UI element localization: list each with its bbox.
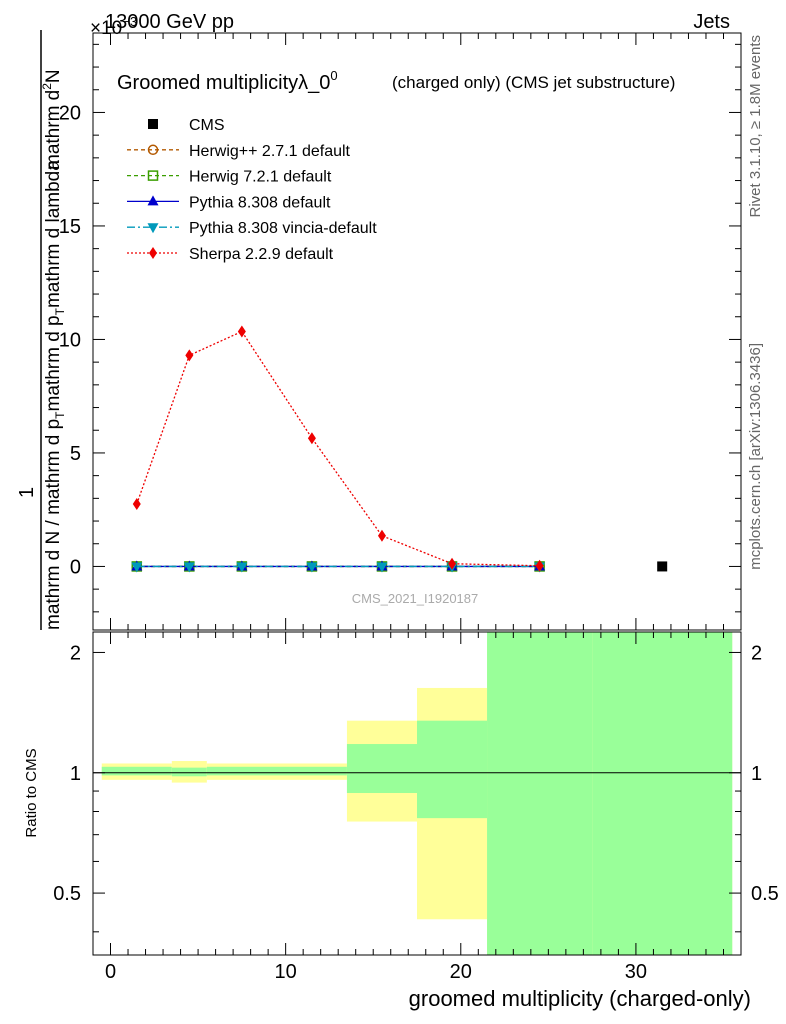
series-line — [136, 330, 540, 567]
series-cms — [657, 561, 668, 572]
y-tick-label: 20 — [59, 102, 81, 124]
chart-subtitle: (charged only) (CMS jet substructure) — [392, 73, 675, 92]
stat-uncertainty-band — [487, 632, 593, 955]
ratio-y-label: Ratio to CMS — [23, 748, 40, 837]
y-tick-label: 5 — [70, 443, 81, 465]
x-tick-label: 30 — [625, 961, 647, 983]
mcplots-label: mcplots.cern.ch [arXiv:1306.3436] — [747, 343, 764, 570]
stat-uncertainty-band — [417, 720, 488, 819]
data-point — [236, 562, 248, 573]
y-label-deriv: mathrm d2N — [40, 69, 64, 170]
data-point — [448, 557, 457, 570]
data-point — [132, 498, 141, 511]
x-tick-label: 10 — [275, 961, 297, 983]
y-exponent-power: −3 — [122, 14, 137, 29]
legend-label: Sherpa 2.2.9 default — [189, 246, 334, 263]
data-point — [376, 562, 388, 573]
legend-label: Pythia 8.308 vincia-default — [189, 220, 377, 237]
y-tick-label: 1 — [70, 763, 81, 785]
rivet-label: Rivet 3.1.10, ≥ 1.8M events — [747, 35, 764, 218]
legend-marker — [147, 223, 159, 234]
x-axis-label: groomed multiplicity (charged-only) — [409, 986, 751, 1011]
y-tick-label: 15 — [59, 216, 81, 238]
chart-title: Groomed multiplicityλ_00 — [117, 68, 338, 94]
main-y-label: 1 mathrm d N / mathrm d pTmathrm d pTmat… — [16, 30, 67, 630]
y-tick-label: 10 — [59, 329, 81, 351]
legend-entry-pythia-8-308-vincia-default: Pythia 8.308 vincia-default — [127, 220, 377, 237]
legend: CMS Herwig++ 2.7.1 default Herwig 7.2.1 de… — [127, 117, 377, 263]
legend-label: Herwig 7.2.1 default — [189, 169, 332, 186]
ratio-y-ticks: 0.5 0.5 1 1 2 2 — [53, 642, 779, 933]
stat-uncertainty-band — [592, 632, 733, 955]
legend-marker — [148, 119, 158, 129]
y-tick-label-right: 0.5 — [751, 883, 779, 905]
x-tick-label: 0 — [105, 961, 116, 983]
legend-marker — [147, 195, 159, 206]
watermark: CMS_2021_I1920187 — [352, 591, 479, 606]
legend-marker — [149, 247, 157, 259]
legend-label: Herwig++ 2.7.1 default — [189, 143, 351, 160]
main-y-ticks: 0 5 10 15 20 — [59, 43, 741, 613]
y-tick-label: 0.5 — [53, 883, 81, 905]
legend-entry-cms: CMS — [148, 117, 225, 134]
y-tick-label-right: 1 — [751, 763, 762, 785]
ratio-panel: 0.5 0.5 1 1 2 2 0 10 20 30 Ratio to CMS groomed … — [23, 631, 779, 1011]
data-point — [131, 562, 143, 573]
data-point — [237, 325, 246, 338]
y-tick-label: 0 — [70, 556, 81, 578]
stat-uncertainty-band — [101, 766, 172, 776]
y-tick-label-right: 2 — [751, 642, 762, 664]
data-point — [377, 529, 386, 542]
legend-label: Pythia 8.308 default — [189, 194, 331, 211]
y-tick-label: 2 — [70, 642, 81, 664]
legend-marker — [147, 144, 159, 156]
y-label-frac-den: mathrm d N / mathrm d pTmathrm d pTmathr… — [43, 160, 67, 630]
data-point — [185, 349, 194, 362]
ratio-x-ticks: 0 10 20 30 — [105, 632, 724, 983]
legend-marker — [147, 170, 159, 181]
stat-uncertainty-band — [206, 766, 347, 776]
main-x-ticks — [110, 33, 724, 630]
y-label-frac-num: 1 — [16, 487, 38, 498]
data-point — [183, 562, 195, 573]
data-point — [307, 432, 316, 445]
ratio-frame — [92, 631, 742, 956]
legend-entry-pythia-8-308-default: Pythia 8.308 default — [127, 194, 331, 211]
x-tick-label: 20 — [450, 961, 472, 983]
data-point — [657, 561, 668, 572]
legend-entry-herwig-2-7-1-default: Herwig++ 2.7.1 default — [127, 143, 351, 160]
legend-entry-sherpa-2-2-9-default: Sherpa 2.2.9 default — [127, 246, 334, 263]
ratio-bands — [101, 632, 733, 955]
y-exponent-label: ×10−3 — [90, 14, 137, 39]
legend-entry-herwig-7-2-1-default: Herwig 7.2.1 default — [127, 169, 332, 186]
stat-uncertainty-band — [346, 744, 417, 793]
energy-label: 13000 GeV pp — [105, 11, 234, 33]
legend-label: CMS — [189, 117, 225, 134]
series-sherpa-2-2-9-default — [132, 325, 544, 572]
data-point — [306, 562, 318, 573]
category-label: Jets — [693, 11, 730, 33]
data-point — [535, 559, 544, 572]
main-frame — [92, 32, 742, 631]
chart-title-superscript: 0 — [330, 68, 337, 83]
stat-uncertainty-band — [171, 767, 207, 777]
main-plot-area — [131, 325, 668, 573]
